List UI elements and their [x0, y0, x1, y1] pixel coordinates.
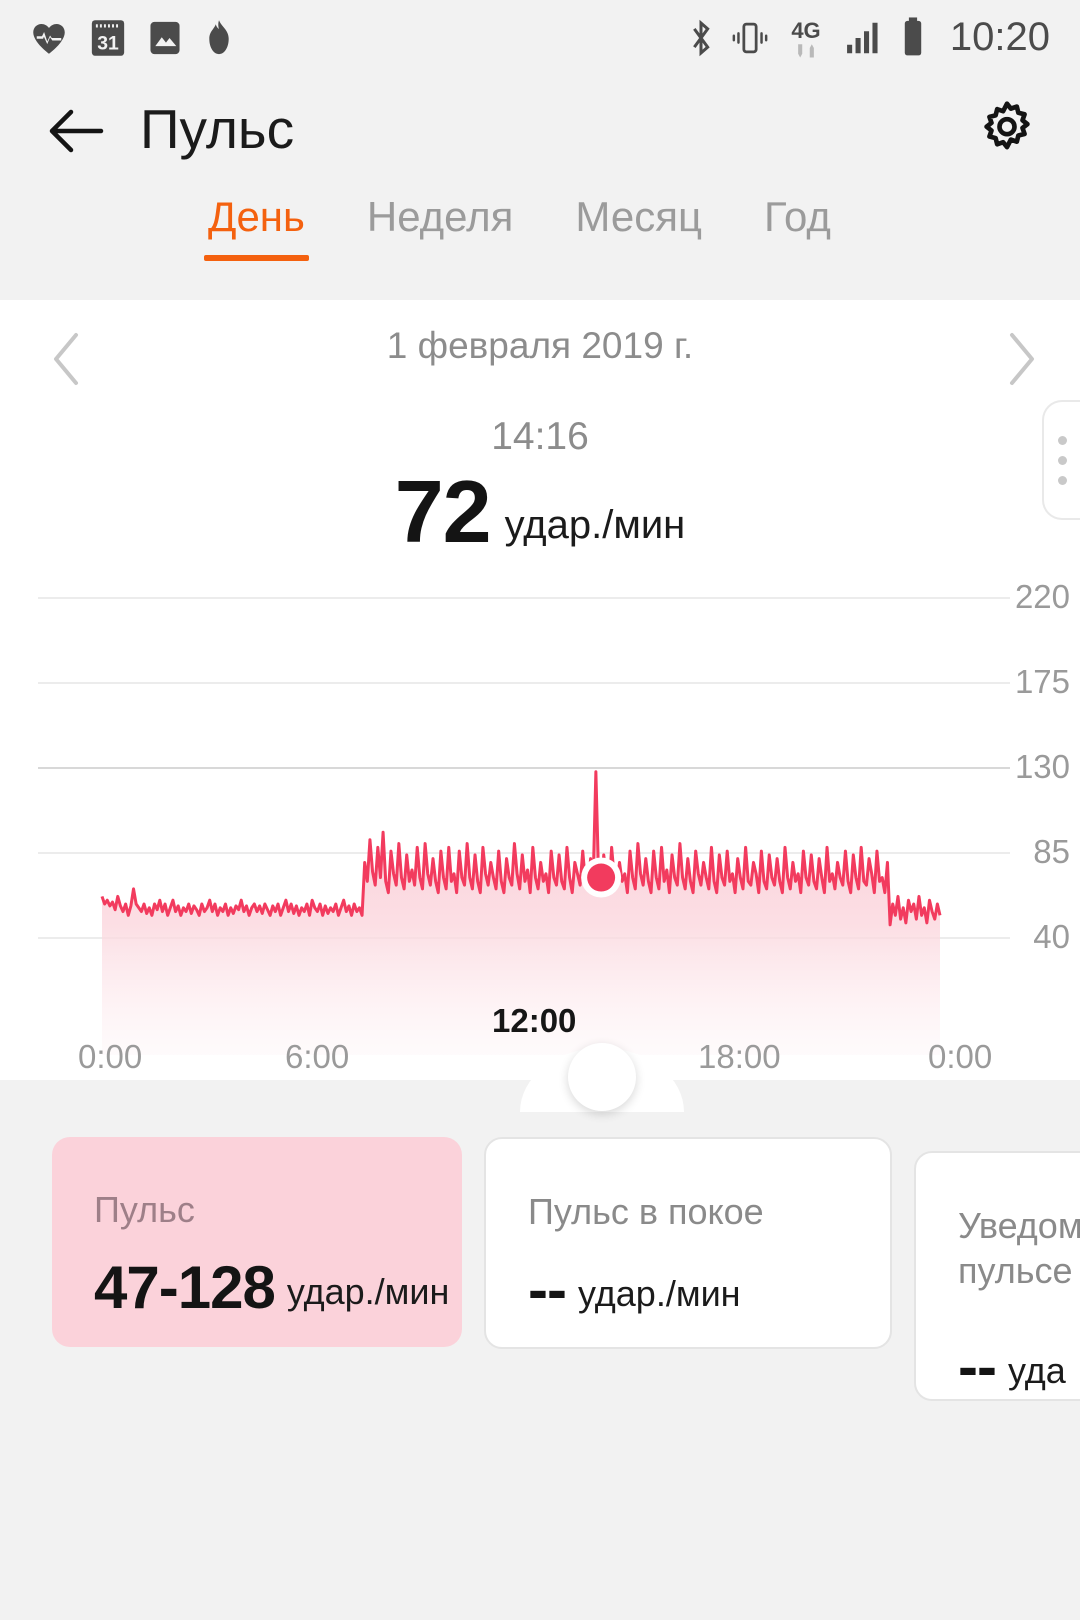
card-resting-heart-rate[interactable]: Пульс в покое -- удар./мин	[484, 1137, 892, 1349]
heart-rate-chart[interactable]: 220 175 130 85 40 0:00 6:00 12:00 18:00 …	[0, 560, 1080, 1080]
card-value: --	[528, 1256, 567, 1323]
status-bar-right-icons: 4G 10:20	[686, 15, 1050, 61]
tab-month[interactable]: Месяц	[575, 193, 703, 240]
card-heart-rate-range[interactable]: Пульс 47-128 удар./мин	[52, 1137, 462, 1347]
y-axis-label-130: 130	[1014, 748, 1070, 785]
bluetooth-icon	[693, 19, 710, 56]
arrow-left-icon	[49, 109, 104, 153]
summary-panel: Пульс 47-128 удар./мин Пульс в покое -- …	[0, 1080, 1080, 1620]
reading-value-group: 72 удар./мин	[0, 462, 1080, 561]
y-axis-label-220: 220	[1014, 578, 1070, 615]
gallery-icon	[150, 21, 180, 54]
card-heart-rate-alerts[interactable]: Уведом пульсе -- уда	[914, 1151, 1080, 1401]
tab-day[interactable]: День	[204, 193, 309, 261]
calendar-day-number: 31	[97, 32, 119, 54]
svg-text:4G: 4G	[791, 18, 820, 43]
x-axis-label-18-00: 18:00	[698, 1038, 781, 1075]
reading-bpm-unit: удар./мин	[504, 502, 686, 547]
x-axis-label-12-00: 12:00	[492, 1002, 577, 1039]
card-unit: удар./мин	[286, 1271, 450, 1312]
tab-year[interactable]: Год	[764, 193, 831, 240]
status-bar-left-icons: 31	[28, 17, 236, 59]
settings-button[interactable]	[976, 97, 1038, 159]
calendar-31-icon: 31	[91, 19, 125, 56]
next-day-button[interactable]	[994, 321, 1048, 397]
x-axis-label-24-00: 0:00	[928, 1038, 993, 1075]
period-tabs: День Неделя Месяц Год	[0, 193, 1080, 301]
page-title: Пульс	[140, 98, 295, 160]
timeline-scrubber-handle[interactable]	[568, 1043, 636, 1111]
summary-card-list: Пульс 47-128 удар./мин Пульс в покое -- …	[52, 1137, 1080, 1401]
app-header: Пульс День Неделя Месяц Год	[0, 75, 1080, 300]
chart-canvas[interactable]	[0, 560, 1080, 1080]
card-value: 47-128	[94, 1254, 276, 1321]
y-axis-label-40: 40	[1033, 918, 1070, 955]
header-row: Пульс	[0, 75, 1080, 185]
x-axis-label-0-00: 0:00	[78, 1038, 143, 1075]
chart-area-fill	[102, 771, 940, 1055]
reading-timestamp: 14:16	[491, 415, 589, 458]
x-axis-label-6-00: 6:00	[285, 1038, 350, 1075]
card-label: Пульс	[94, 1189, 195, 1230]
gear-icon	[984, 101, 1030, 150]
card-label: Уведом пульсе	[958, 1205, 1080, 1291]
4g-data-icon: 4G	[791, 18, 821, 57]
flame-icon	[209, 19, 229, 54]
card-value-group: -- удар./мин	[528, 1260, 890, 1320]
chevron-left-icon	[54, 333, 78, 385]
tab-week[interactable]: Неделя	[366, 193, 514, 240]
dot-icon	[1057, 435, 1067, 445]
heart-rate-icon	[33, 23, 65, 54]
current-date-label: 1 февраля 2019 г.	[386, 325, 694, 366]
chart-cursor-dot[interactable]	[587, 863, 616, 892]
card-value-group: 47-128 удар./мин	[94, 1258, 462, 1318]
dot-icon	[1057, 475, 1067, 485]
reading-bpm-value: 72	[394, 462, 492, 561]
date-navigation: 1 февраля 2019 г.	[0, 325, 1080, 397]
card-value: --	[958, 1333, 997, 1400]
dot-icon	[1057, 455, 1067, 465]
status-bar-clock: 10:20	[949, 15, 1050, 59]
card-unit: удар./мин	[577, 1273, 741, 1314]
vibrate-icon	[732, 22, 768, 53]
back-button[interactable]	[45, 103, 107, 159]
chevron-right-icon	[1010, 333, 1034, 385]
card-value-group: -- уда	[958, 1337, 1080, 1397]
y-axis-label-85: 85	[1033, 833, 1070, 870]
previous-day-button[interactable]	[40, 321, 94, 397]
card-label: Пульс в покое	[528, 1191, 764, 1232]
chart-line	[100, 770, 942, 927]
y-axis-label-175: 175	[1014, 663, 1070, 700]
status-bar: 31 4G	[0, 0, 1080, 75]
side-peek-card[interactable]	[1042, 400, 1080, 520]
signal-bars-icon	[846, 22, 878, 53]
card-unit: уда	[1007, 1350, 1066, 1391]
battery-icon	[904, 16, 922, 55]
